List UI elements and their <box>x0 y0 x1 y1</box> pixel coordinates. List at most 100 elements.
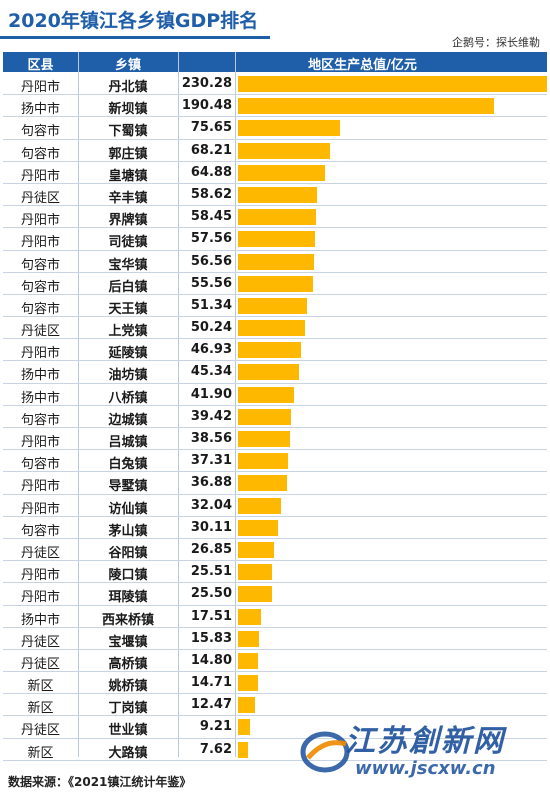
table-row: 句容市 郭庄镇 68.21 <box>3 140 547 162</box>
town-label: 天王镇 <box>108 301 148 317</box>
value-label: 51.34 <box>190 297 232 313</box>
town-label: 油坊镇 <box>108 368 148 384</box>
value-label: 25.50 <box>190 586 232 602</box>
county-label: 丹徒区 <box>20 723 60 739</box>
county-label: 句容市 <box>20 523 60 539</box>
table-row: 丹阳市 访仙镇 32.04 <box>3 495 547 517</box>
header-gdp: 地区生产总值/亿元 <box>308 58 417 73</box>
value-label: 9.21 <box>199 719 232 735</box>
county-label: 句容市 <box>20 124 60 140</box>
town-label: 大路镇 <box>108 745 148 761</box>
ranking-table: 丹阳市 丹北镇 230.28 扬中市 新坝镇 190.48 句容市 下蜀镇 75.65 句容市 郭庄… <box>3 73 547 761</box>
column-divider <box>235 52 236 757</box>
table-row: 扬中市 西来桥镇 17.51 <box>3 606 547 628</box>
value-label: 32.04 <box>190 497 232 513</box>
watermark-url: www.jscxw.cn <box>355 758 496 779</box>
county-label: 丹阳市 <box>20 346 60 362</box>
gdp-bar <box>238 76 547 92</box>
town-label: 丁岗镇 <box>108 701 148 717</box>
value-label: 7.62 <box>199 741 232 757</box>
value-label: 58.62 <box>190 186 232 202</box>
gdp-bar <box>238 431 290 447</box>
county-label: 丹阳市 <box>20 235 60 251</box>
town-label: 高桥镇 <box>108 656 148 672</box>
table-row: 丹徒区 上党镇 50.24 <box>3 317 547 340</box>
gdp-bar <box>238 231 316 248</box>
value-label: 14.71 <box>190 675 232 691</box>
gdp-bar <box>238 364 299 381</box>
county-label: 丹徒区 <box>20 656 60 672</box>
table-row: 新区 大路镇 7.62 <box>3 739 547 761</box>
value-label: 12.47 <box>190 697 232 713</box>
table-row: 扬中市 新坝镇 190.48 <box>3 95 547 118</box>
title-underline <box>0 36 270 39</box>
town-label: 皇塘镇 <box>108 168 148 184</box>
table-row: 丹阳市 导墅镇 36.88 <box>3 472 547 495</box>
column-divider <box>178 52 179 757</box>
value-label: 38.56 <box>190 431 232 446</box>
county-label: 丹徒区 <box>20 634 60 650</box>
table-row: 丹阳市 珥陵镇 25.50 <box>3 583 547 606</box>
value-label: 14.80 <box>190 652 232 668</box>
gdp-bar <box>238 386 295 403</box>
county-label: 新区 <box>27 701 54 717</box>
gdp-bar <box>238 164 326 181</box>
gdp-bar <box>238 541 275 558</box>
value-label: 37.31 <box>190 453 232 469</box>
gdp-bar <box>238 320 306 337</box>
value-label: 230.28 <box>181 76 232 91</box>
county-label: 丹阳市 <box>20 479 60 495</box>
county-label: 扬中市 <box>20 390 60 406</box>
value-label: 26.85 <box>190 541 232 557</box>
gdp-bar <box>238 586 273 603</box>
table-row: 丹阳市 丹北镇 230.28 <box>3 73 547 96</box>
header-town: 乡镇 <box>114 58 141 73</box>
value-label: 68.21 <box>190 142 232 158</box>
county-label: 丹徒区 <box>20 545 60 561</box>
county-label: 扬中市 <box>20 102 60 118</box>
town-label: 西来桥镇 <box>101 612 154 628</box>
town-label: 边城镇 <box>108 412 148 428</box>
town-label: 宝华镇 <box>108 257 148 273</box>
table-row: 句容市 宝华镇 56.56 <box>3 251 547 273</box>
value-label: 55.56 <box>190 275 232 291</box>
county-label: 句容市 <box>20 257 60 273</box>
county-label: 丹阳市 <box>20 435 60 450</box>
county-label: 句容市 <box>20 279 60 295</box>
table-row: 句容市 后白镇 55.56 <box>3 273 547 295</box>
gdp-bar <box>238 453 289 470</box>
table-row: 丹徒区 高桥镇 14.80 <box>3 650 547 673</box>
value-label: 36.88 <box>190 475 232 491</box>
gdp-bar <box>238 741 249 758</box>
county-label: 丹阳市 <box>20 213 60 229</box>
gdp-bar <box>238 630 260 647</box>
gdp-bar <box>238 98 494 115</box>
gdp-bar <box>238 275 313 292</box>
table-row: 扬中市 油坊镇 45.34 <box>3 361 547 384</box>
county-label: 句容市 <box>20 412 60 428</box>
county-label: 新区 <box>27 679 54 695</box>
county-label: 扬中市 <box>20 612 60 628</box>
town-label: 郭庄镇 <box>108 146 148 162</box>
gdp-bar <box>238 497 281 514</box>
town-label: 后白镇 <box>108 279 148 295</box>
gdp-bar <box>238 475 288 492</box>
table-row: 丹阳市 皇塘镇 64.88 <box>3 162 547 184</box>
value-label: 64.88 <box>190 164 232 180</box>
town-label: 上党镇 <box>108 324 148 340</box>
value-label: 190.48 <box>181 98 232 114</box>
watermark-text: 江苏創新网 <box>345 724 505 759</box>
town-label: 新坝镇 <box>108 102 148 118</box>
county-label: 丹徒区 <box>20 190 60 206</box>
author-note: 企鹅号：探长维勒 <box>452 36 540 49</box>
gdp-bar <box>238 564 273 581</box>
town-label: 世业镇 <box>108 723 148 739</box>
county-label: 扬中市 <box>20 368 60 384</box>
table-row: 句容市 茅山镇 30.11 <box>3 517 547 539</box>
table-row: 丹阳市 延陵镇 46.93 <box>3 339 547 362</box>
value-label: 45.34 <box>190 364 232 380</box>
town-label: 茅山镇 <box>108 523 148 539</box>
gdp-bar <box>238 652 258 669</box>
town-label: 姚桥镇 <box>108 679 148 695</box>
town-label: 界牌镇 <box>108 213 148 229</box>
